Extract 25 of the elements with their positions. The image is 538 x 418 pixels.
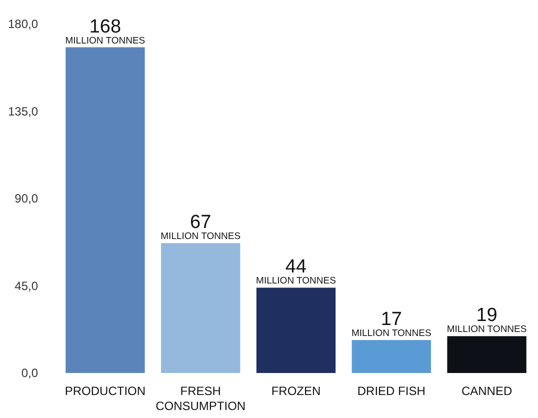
data-label: 168	[89, 16, 122, 38]
annotation: MILLION TONNES	[65, 35, 146, 46]
data-label: 44	[285, 256, 307, 278]
bar	[161, 243, 240, 373]
annotation: MILLION TONNES	[351, 328, 432, 340]
annotation: MILLION TONNES	[256, 276, 336, 287]
data-label: 19	[476, 305, 498, 326]
bar	[256, 288, 336, 373]
x-tick-label: PRODUCTION	[64, 384, 146, 398]
y-tick-label: 135,0	[8, 104, 38, 118]
x-tick-label: DRIED FISH	[357, 384, 426, 398]
bar	[447, 336, 526, 373]
y-tick-label: 90,0	[14, 192, 38, 206]
x-tick-label: FRESH CONSUMPTION	[156, 384, 246, 413]
data-label: 67	[190, 212, 212, 234]
annotation: MILLION TONNES	[160, 231, 241, 242]
x-tick-label: FROZEN	[271, 384, 321, 398]
y-tick-label: 0,0	[21, 366, 38, 380]
bar	[66, 47, 145, 373]
annotation: MILLION TONNES	[446, 324, 527, 336]
y-tick-label: 180,0	[8, 17, 38, 32]
x-tick-label: CANNED	[461, 384, 512, 398]
data-label: 17	[380, 309, 402, 330]
bar	[352, 340, 431, 373]
y-tick-label: 45,0	[14, 278, 38, 293]
